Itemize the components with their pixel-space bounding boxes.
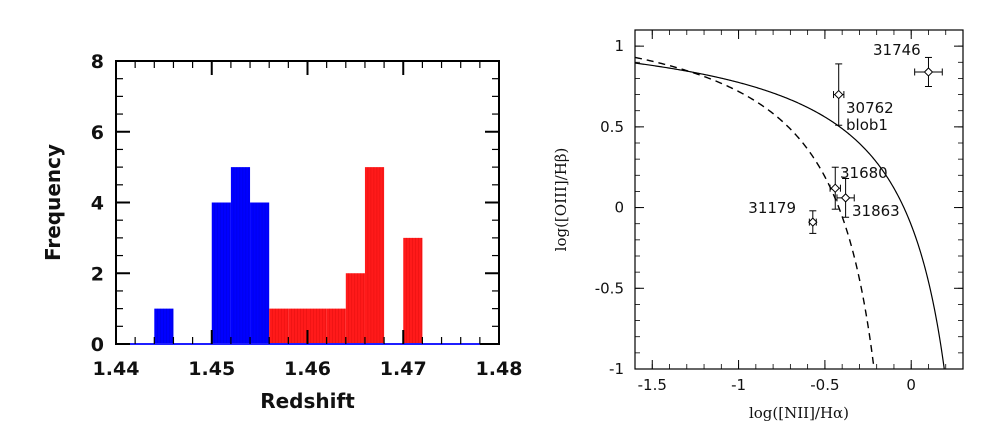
data-point-31746 — [923, 67, 934, 77]
x-tick-label: 1.47 — [380, 358, 427, 380]
x-tick-label: 1.44 — [93, 358, 140, 380]
plot-frame-right — [634, 29, 964, 370]
data-point-31680 — [830, 183, 840, 193]
point-label-31746: 31746 — [873, 41, 921, 59]
y-tick-label: 0 — [614, 199, 624, 217]
data-point-30762 — [833, 89, 844, 100]
histogram-bar-red-2 — [307, 308, 327, 344]
kewley-curve-solid — [635, 62, 945, 369]
x-tick-label: 1.46 — [284, 358, 331, 380]
data-point-31863 — [840, 193, 851, 203]
point-label-31863: 31863 — [852, 202, 900, 220]
histogram-bar-red-6 — [403, 237, 423, 344]
y-tick-label: 0 — [91, 334, 104, 356]
point-label-30762: 30762 — [846, 99, 894, 117]
x-tick-label: -1.5 — [638, 376, 667, 394]
y-tick-label: 0.5 — [600, 118, 624, 136]
x-tick-label: 0 — [906, 376, 916, 394]
histogram-bar-blue-0 — [154, 308, 174, 344]
y-tick-label: 1 — [614, 37, 624, 55]
plot-frame-left — [115, 60, 500, 345]
kauffmann-curve-dashed — [635, 56, 875, 369]
y-tick-label: 2 — [91, 263, 104, 285]
bpt-diagram: -1.5 -1 -0.5 0 -1 -0.5 0 0.5 1 log([NII]/Hα) log([… — [552, 29, 964, 422]
histogram-bar-red-1 — [288, 308, 308, 344]
x-tick-label: 1.48 — [476, 358, 523, 380]
x-axis-label: Redshift — [260, 389, 355, 413]
histogram-bar-red-0 — [269, 308, 289, 344]
y-axis-label: Frequency — [41, 144, 65, 261]
x-tick-label: 1.45 — [188, 358, 235, 380]
y-tick-label: -0.5 — [595, 279, 624, 297]
y-tick-label: 6 — [91, 122, 104, 144]
histogram-bar-blue-1 — [211, 202, 231, 344]
y-tick-label: 8 — [91, 51, 104, 73]
point-label-31680: 31680 — [840, 164, 888, 182]
histogram-bar-blue-2 — [230, 167, 251, 344]
y-tick-label: -1 — [609, 360, 624, 378]
y-tick-label: 4 — [91, 193, 104, 215]
histogram-bar-red-4 — [345, 273, 365, 344]
histogram-bar-blue-3 — [250, 202, 270, 344]
histogram-bar-red-3 — [326, 308, 346, 344]
y-axis-label: log([OIII]/Hβ) — [552, 148, 570, 252]
data-point-31179 — [808, 217, 818, 227]
histogram-bar-red-5 — [364, 167, 385, 344]
point-label-31179: 31179 — [748, 199, 796, 217]
redshift-histogram: 1.44 1.45 1.46 1.47 1.48 0 2 4 6 8 Redshift Frequen… — [41, 51, 522, 413]
x-axis-label: log([NII]/Hα) — [749, 404, 849, 422]
x-tick-label: -1 — [731, 376, 746, 394]
point-label-blob1: blob1 — [846, 116, 888, 134]
x-tick-label: -0.5 — [810, 376, 839, 394]
